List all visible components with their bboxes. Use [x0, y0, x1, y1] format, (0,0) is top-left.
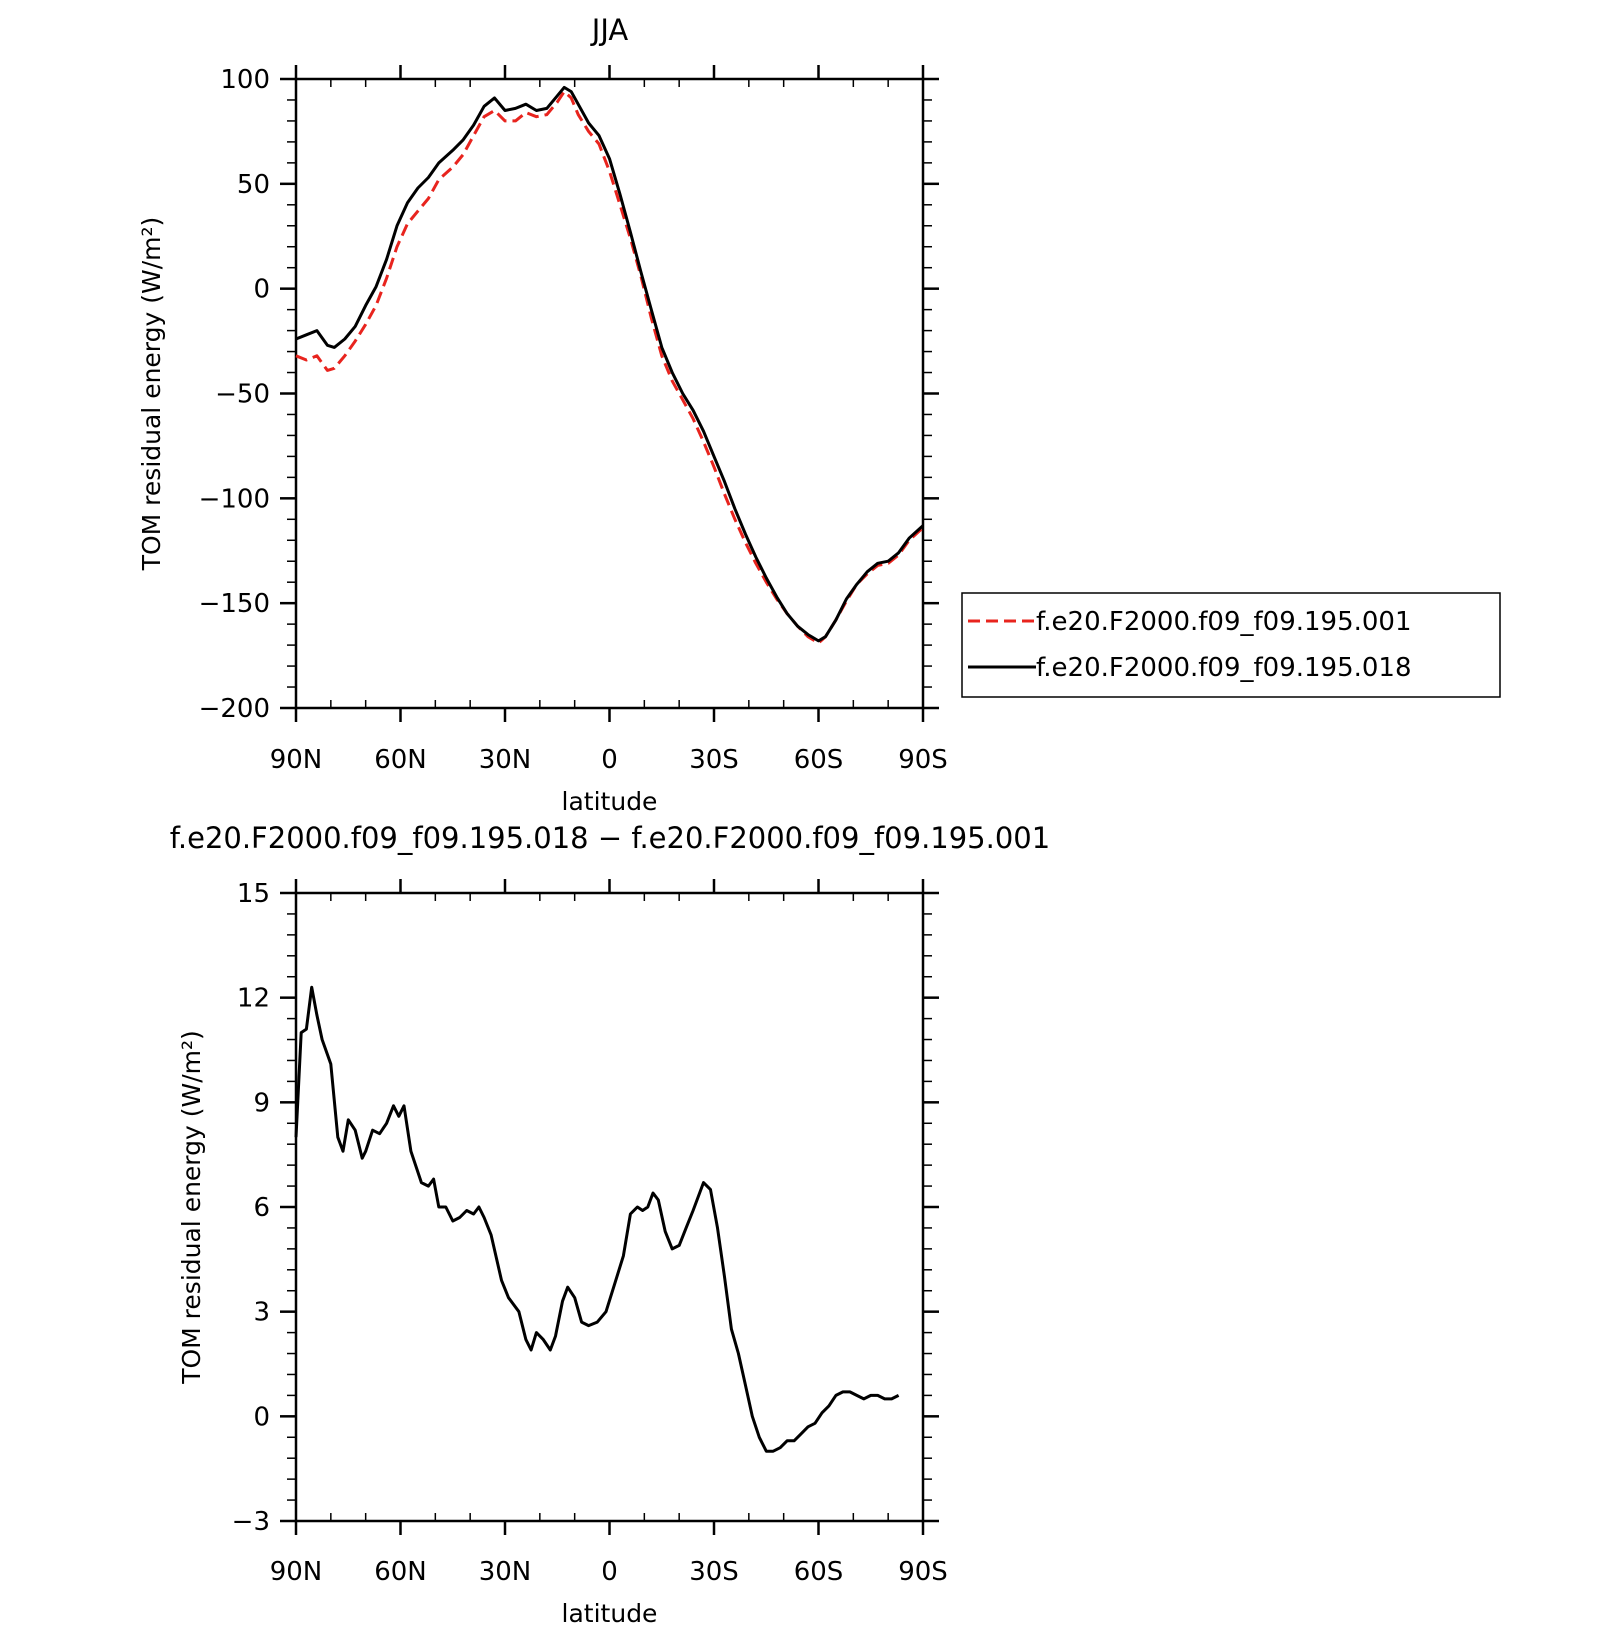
x-tick-label: 30S [689, 1557, 739, 1587]
y-tick-label: −150 [199, 589, 270, 619]
legend: f.e20.F2000.f09_f09.195.001 f.e20.F2000.f… [961, 592, 1501, 698]
y-tick-label: 9 [253, 1088, 270, 1118]
x-tick-label: 0 [601, 745, 618, 775]
x-tick-label: 30N [479, 1557, 532, 1587]
y-tick-label: 12 [237, 984, 270, 1014]
y-tick-label: −3 [232, 1507, 270, 1537]
chart-panel-1: JJA 90N 60N 30N 0 30S 60S 90S 100 50 0 −50 −100 −150 −… [137, 13, 1501, 816]
x-tick-label: 60N [374, 745, 427, 775]
y-tick-label: 15 [237, 879, 270, 909]
major-ticks [280, 879, 939, 1535]
x-tick-label: 90N [270, 745, 323, 775]
y-tick-label: −200 [199, 694, 270, 724]
y-axis-label: TOM residual energy (W/m²) [177, 1030, 206, 1385]
y-tick-label: 0 [253, 275, 270, 305]
chart-title: f.e20.F2000.f09_f09.195.018 − f.e20.F200… [170, 821, 1050, 855]
x-tick-label: 60S [794, 1557, 844, 1587]
y-tick-label: 6 [253, 1193, 270, 1223]
y-tick-label: 3 [253, 1298, 270, 1328]
chart-panel-2: f.e20.F2000.f09_f09.195.018 − f.e20.F200… [170, 821, 1050, 1628]
y-tick-label: 50 [237, 170, 270, 200]
series-line-1 [294, 985, 900, 1453]
x-tick-label: 90N [270, 1557, 323, 1587]
x-tick-label: 90S [898, 745, 948, 775]
chart-title: JJA [590, 13, 629, 47]
x-axis-label: latitude [562, 787, 658, 816]
major-ticks [280, 65, 939, 722]
legend-label: f.e20.F2000.f09_f09.195.018 [1036, 653, 1412, 683]
x-tick-label: 0 [601, 1557, 618, 1587]
x-tick-label: 60S [794, 745, 844, 775]
plot-frame [294, 77, 925, 710]
x-tick-label: 30S [689, 745, 739, 775]
minor-ticks [287, 892, 932, 1522]
y-tick-label: −100 [199, 484, 270, 514]
plot-frame [294, 891, 925, 1523]
x-tick-label: 90S [898, 1557, 948, 1587]
x-tick-label: 60N [374, 1557, 427, 1587]
legend-label: f.e20.F2000.f09_f09.195.001 [1036, 607, 1412, 637]
y-tick-label: 0 [253, 1402, 270, 1432]
series-line-1 [295, 90, 925, 645]
y-axis-label: TOM residual energy (W/m²) [137, 217, 166, 572]
x-tick-label: 30N [479, 745, 532, 775]
y-tick-label: 100 [220, 65, 270, 95]
series-line-2 [295, 85, 925, 643]
y-tick-label: −50 [215, 380, 270, 410]
x-axis-label: latitude [562, 1599, 658, 1628]
legend-box [961, 592, 1501, 698]
